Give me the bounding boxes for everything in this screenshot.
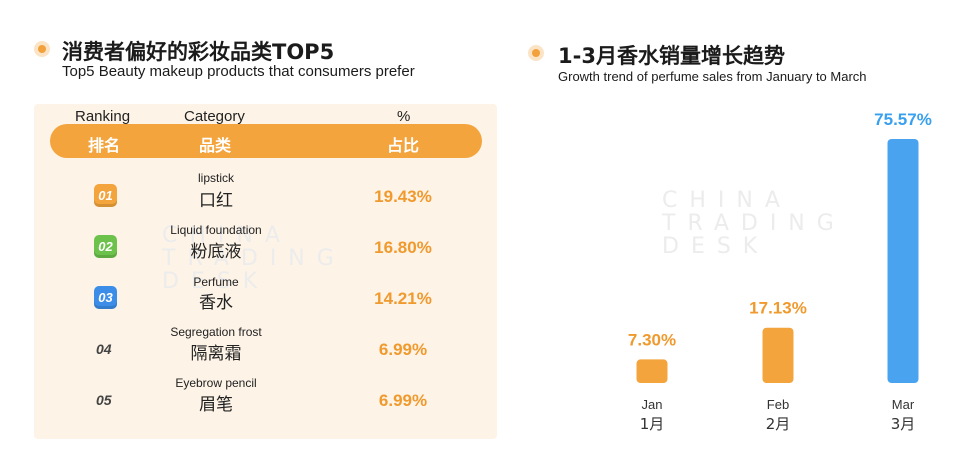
x-tick-label: Jan [642,397,663,412]
bullet-icon [528,45,544,61]
rank-badge: 01 [94,184,117,207]
x-tick-label: Feb [767,397,789,412]
rank-number: 04 [96,341,112,357]
rank-badge: 03 [94,286,117,309]
rank-badge: 02 [94,235,117,258]
header-category-cn: 品类 [199,136,232,155]
x-tick-label-cn: 1月 [640,415,665,433]
right-title: 1-3月香水销量增长趋势 [558,44,785,68]
header-percent-en: % [397,108,411,125]
bullet-icon [34,41,50,57]
bar [636,359,668,383]
data-label: 17.13% [749,299,807,318]
header-ranking-cn: 排名 [88,136,121,155]
bar [762,327,794,383]
watermark-left: CHINA TRADING DESK [162,223,346,294]
left-subtitle: Top5 Beauty makeup products that consume… [62,63,415,80]
watermark-right: CHINA TRADING DESK [662,188,846,259]
ranking-panel [34,104,497,439]
bar [887,139,919,383]
header-category-en: Category [184,108,245,125]
x-tick-label: Mar [892,397,915,412]
header-band [50,124,482,158]
left-title: 消费者偏好的彩妆品类TOP5 [62,40,335,64]
right-subtitle: Growth trend of perfume sales from Janua… [558,69,867,84]
x-tick-label-cn: 3月 [891,415,916,433]
data-label: 75.57% [874,110,932,129]
data-label: 7.30% [628,330,676,349]
header-ranking-en: Ranking [75,108,131,125]
rank-number: 05 [96,392,112,408]
header-percent-cn: 占比 [387,136,420,155]
x-tick-label-cn: 2月 [766,415,791,433]
